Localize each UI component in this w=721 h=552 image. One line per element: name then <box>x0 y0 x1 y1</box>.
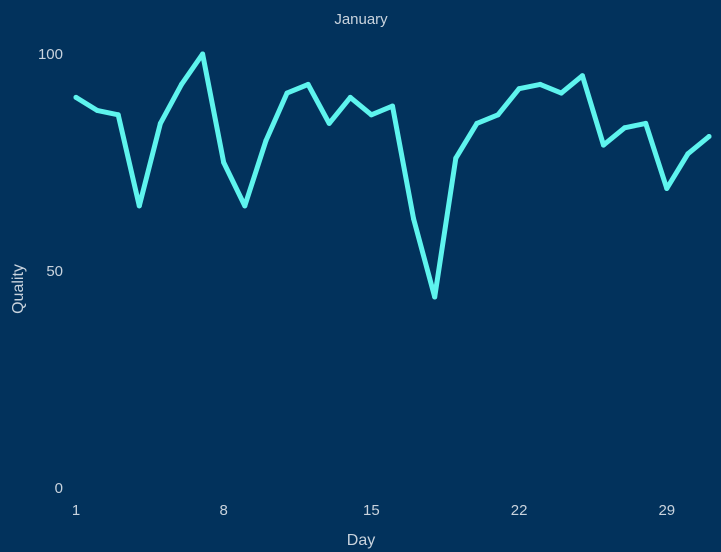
x-tick-label: 22 <box>511 502 528 519</box>
data-point <box>136 203 142 209</box>
data-point <box>432 294 438 300</box>
data-point <box>368 112 374 118</box>
data-point <box>390 103 395 109</box>
data-point <box>221 160 227 165</box>
data-point <box>622 125 628 131</box>
data-point <box>115 112 121 118</box>
data-point <box>643 120 649 126</box>
data-point <box>347 94 353 100</box>
data-point <box>537 81 543 87</box>
data-point <box>242 203 248 209</box>
data-point <box>495 112 501 118</box>
y-axis-label: Quality <box>10 264 27 314</box>
data-point <box>601 142 606 148</box>
data-point <box>411 216 417 222</box>
data-point <box>263 138 269 144</box>
data-point <box>157 120 163 126</box>
data-point <box>284 90 290 96</box>
data-point <box>453 155 459 161</box>
data-point <box>685 151 691 157</box>
y-tick-label: 0 <box>55 480 63 497</box>
x-tick-label: 15 <box>363 502 380 519</box>
data-point <box>179 81 184 87</box>
data-point <box>579 73 585 79</box>
x-tick-label: 8 <box>220 502 228 519</box>
data-point <box>73 94 79 100</box>
data-point <box>326 120 332 126</box>
chart-title: January <box>334 11 388 28</box>
y-tick-label: 100 <box>38 46 63 63</box>
data-point <box>516 86 522 92</box>
y-tick-label: 50 <box>46 263 63 280</box>
x-tick-label: 1 <box>72 502 80 519</box>
data-point <box>305 81 311 87</box>
x-axis-ticks: 1 8 15 22 29 <box>72 502 675 519</box>
series-layer <box>73 51 712 300</box>
data-point <box>558 90 564 96</box>
data-point <box>474 120 480 126</box>
data-point <box>94 107 100 113</box>
y-axis-ticks: 0 50 100 <box>38 46 63 497</box>
data-point <box>706 134 712 139</box>
x-tick-label: 29 <box>658 502 675 519</box>
data-point <box>664 186 670 191</box>
data-point <box>200 51 206 57</box>
x-axis-label: Day <box>347 532 375 549</box>
